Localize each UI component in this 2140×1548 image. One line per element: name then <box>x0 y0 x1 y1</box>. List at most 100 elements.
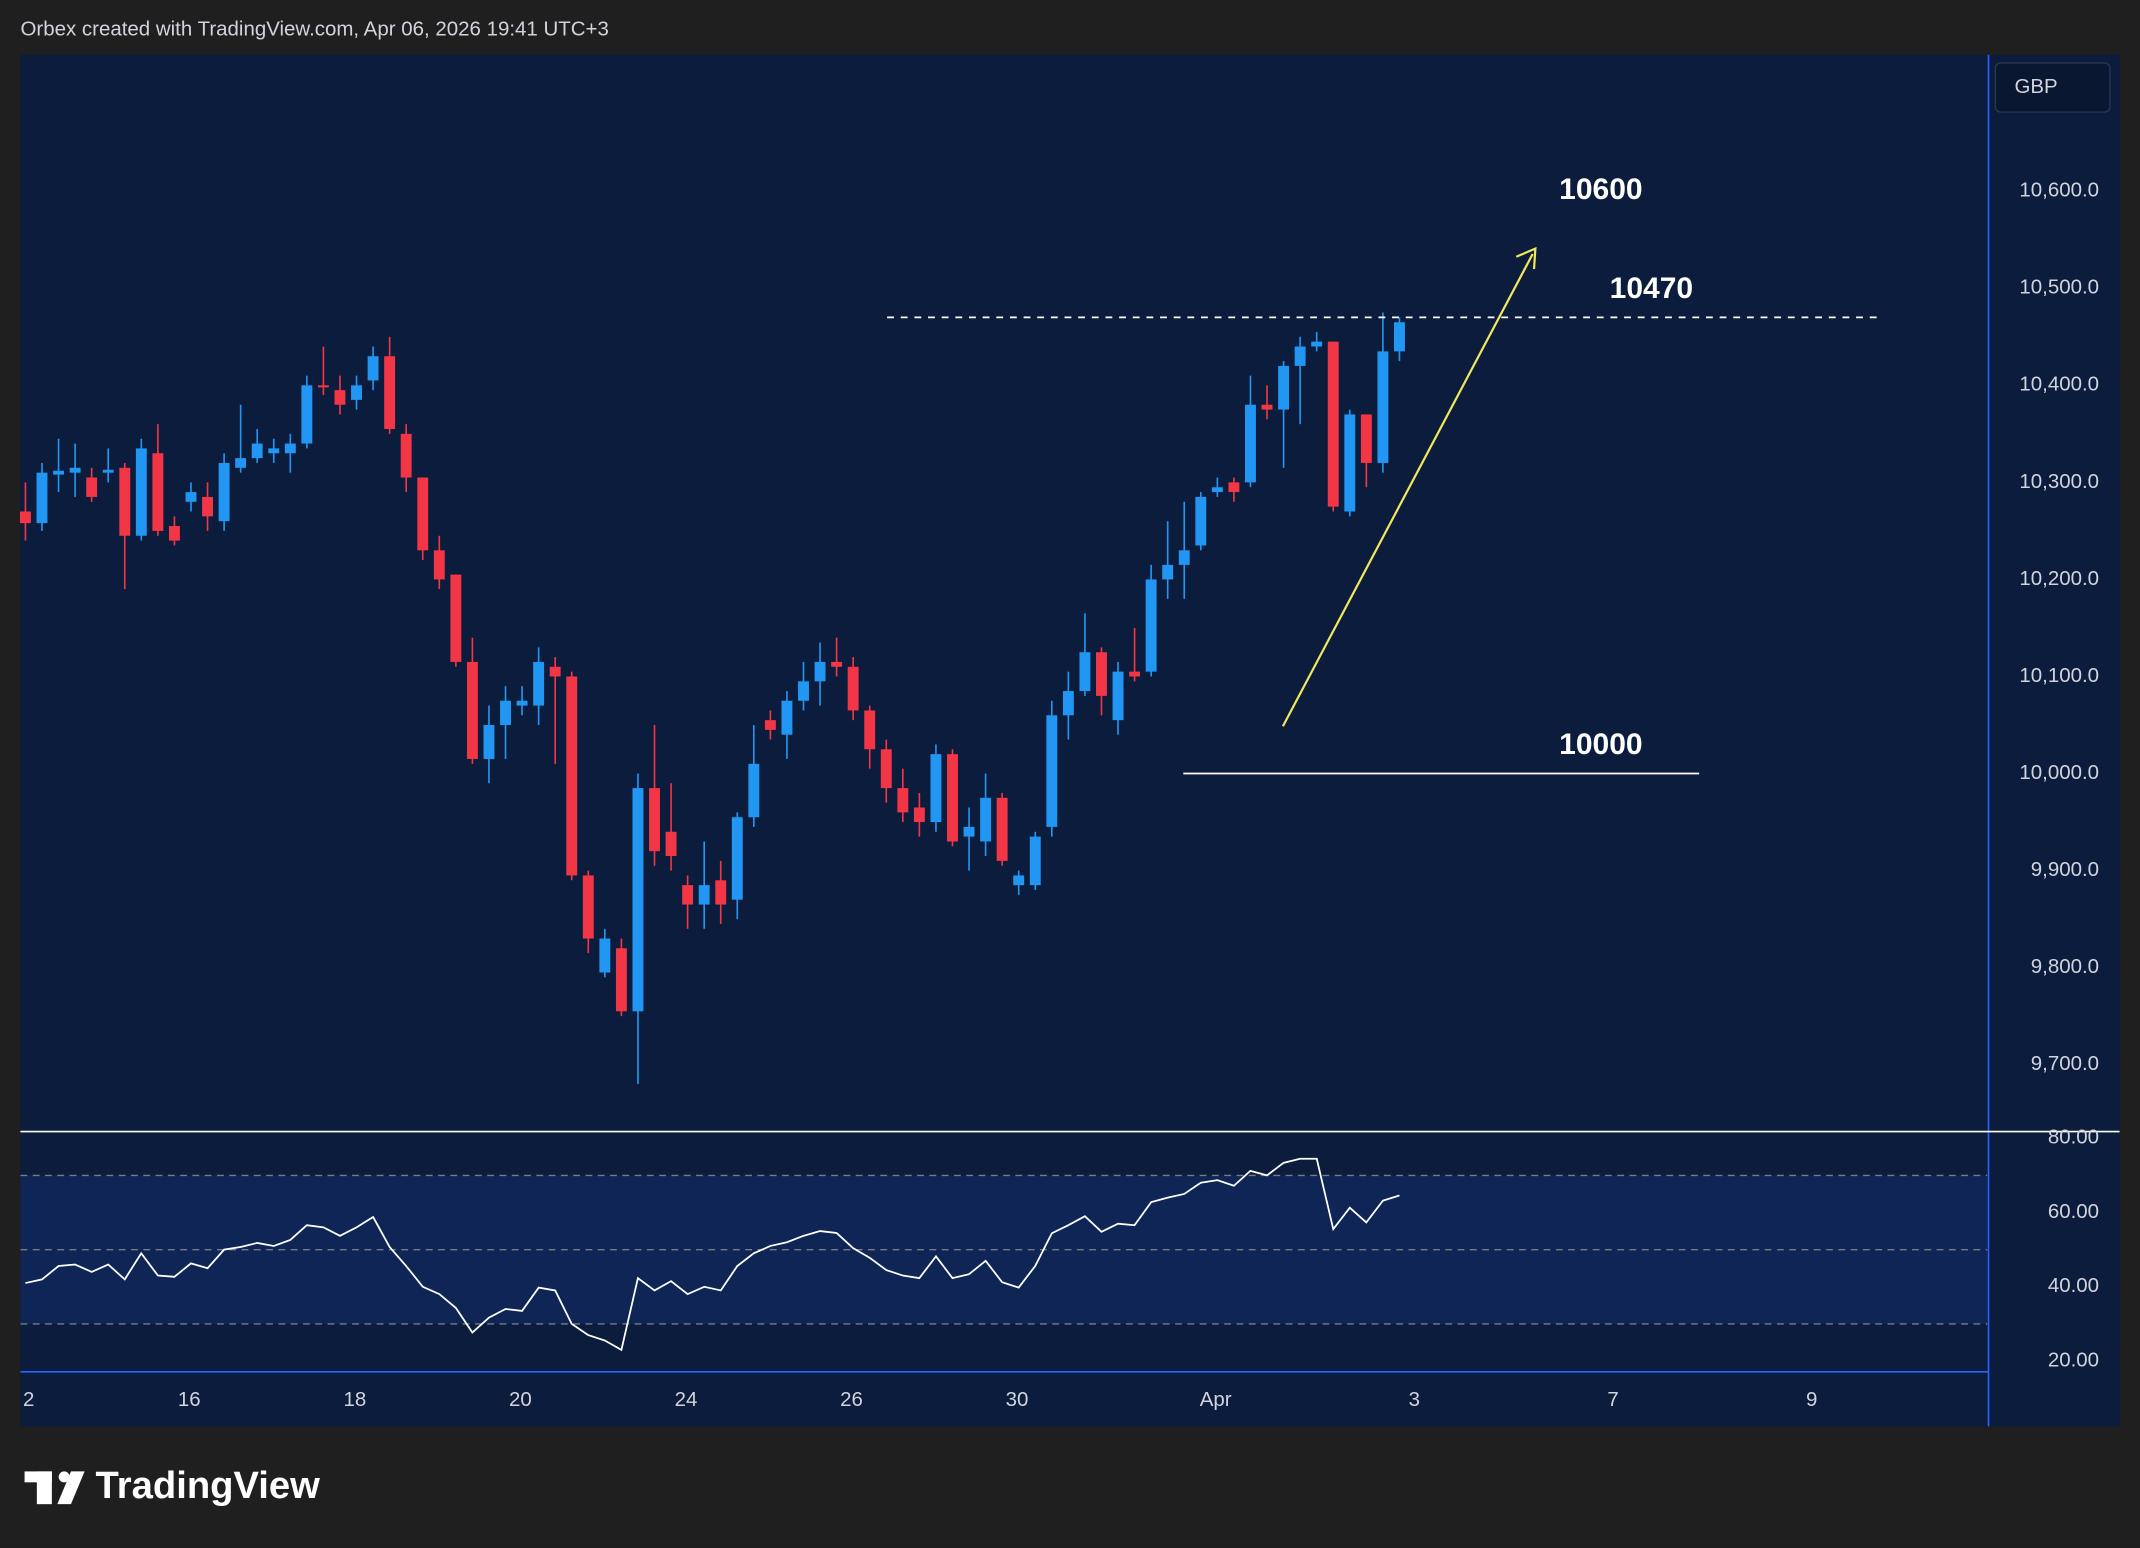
logo-stem <box>36 1471 52 1505</box>
logo-dot <box>58 1471 70 1483</box>
candle-body <box>897 788 909 813</box>
candle-body <box>996 797 1008 861</box>
candle-body <box>682 885 694 905</box>
logo-text: TradingView <box>96 1464 321 1507</box>
candle-body <box>317 385 329 388</box>
chart-pane <box>20 54 2120 1427</box>
arrow-head <box>1515 246 1537 270</box>
candle-body <box>36 472 48 524</box>
candle-body <box>251 443 263 459</box>
candle-body <box>417 477 429 551</box>
candle-body <box>947 754 958 842</box>
candle-body <box>582 875 594 939</box>
candle-body <box>1062 691 1074 716</box>
candle-body <box>152 453 164 531</box>
candle-body <box>632 788 644 1012</box>
x-tick-label: 30 <box>1006 1388 1029 1411</box>
candle-body <box>1029 836 1041 886</box>
candle-body <box>168 526 180 541</box>
candle-body <box>119 467 131 536</box>
candle-body <box>500 700 511 726</box>
candle-body <box>1327 341 1339 507</box>
logo-icon <box>24 1471 85 1505</box>
candle-body <box>1377 351 1389 463</box>
y-tick-label: 10,500.0 <box>2019 276 2099 299</box>
candle-body <box>715 880 727 905</box>
candle-body <box>1294 346 1306 366</box>
x-tick-label: Apr <box>1200 1388 1232 1411</box>
candle-body <box>483 725 495 759</box>
candle-body <box>1079 652 1091 692</box>
candle-body <box>1145 579 1157 672</box>
candle-body <box>466 661 478 759</box>
currency: GBP <box>2014 75 2057 98</box>
currency-box <box>1994 62 2111 113</box>
candle-body <box>913 807 925 823</box>
candle-body <box>1278 365 1290 410</box>
candle-body <box>1178 550 1190 565</box>
level-label: 10470 <box>1610 272 1693 305</box>
candle-body <box>367 356 379 381</box>
candle-body <box>516 700 528 706</box>
x-tick-label: 20 <box>509 1388 532 1411</box>
candle-body <box>599 938 611 973</box>
candle-body <box>1228 482 1240 493</box>
candle-body <box>533 661 545 706</box>
candle-body <box>1245 404 1256 483</box>
candle-body <box>433 550 445 580</box>
candle-body <box>880 749 892 789</box>
y-tick-label: 9,900.0 <box>2031 858 2099 881</box>
candle-body <box>235 458 247 468</box>
y-tick-label: 40.00 <box>2048 1274 2099 1297</box>
candle-body <box>963 826 975 837</box>
candle-body <box>135 448 147 536</box>
arrow <box>1281 253 1534 727</box>
candle-body <box>400 433 412 478</box>
candle-body <box>814 661 826 682</box>
candle-body <box>450 574 462 662</box>
header: Orbex created with TradingView.com, Apr … <box>20 18 608 41</box>
candle-body <box>1129 671 1141 677</box>
y-tick-label: 10,400.0 <box>2019 373 2099 396</box>
x-tick-label: 24 <box>675 1388 698 1411</box>
candle-body <box>351 385 362 400</box>
candle-body <box>665 831 677 857</box>
candle-body <box>781 700 793 735</box>
candle-body <box>86 477 98 497</box>
candle-body <box>1195 496 1207 546</box>
level-label: 10000 <box>1559 728 1642 761</box>
candle-body <box>764 720 776 730</box>
logo-slash <box>57 1471 85 1505</box>
candle-body <box>202 496 213 517</box>
candle-body <box>748 763 760 818</box>
candle-body <box>1261 404 1273 410</box>
candle-body <box>1360 414 1372 463</box>
candle-body <box>1096 652 1107 696</box>
candle-body <box>334 390 346 405</box>
candle-body <box>69 467 81 473</box>
y-tick-label: 10,600.0 <box>2019 179 2099 202</box>
candle-body <box>930 754 942 823</box>
candle-body <box>19 511 31 524</box>
x-tick-label: 9 <box>1806 1388 1817 1411</box>
y-tick-label: 20.00 <box>2048 1348 2099 1371</box>
candle-body <box>731 817 743 900</box>
x-tick-label: 2 <box>23 1388 34 1411</box>
x-tick-label: 3 <box>1409 1388 1420 1411</box>
candle-body <box>1211 487 1223 493</box>
candle-body <box>1311 341 1323 347</box>
x-tick-label: 7 <box>1607 1388 1618 1411</box>
candle-body <box>698 885 710 905</box>
candle-body <box>1013 875 1025 886</box>
y-tick-label: 9,800.0 <box>2031 955 2099 978</box>
y-tick-label: 10,300.0 <box>2019 470 2099 493</box>
candle-body <box>284 443 296 454</box>
x-tick-label: 16 <box>178 1388 201 1411</box>
y-tick-label: 9,700.0 <box>2031 1052 2099 1075</box>
candle-body <box>864 710 876 750</box>
y-tick-label: 60.00 <box>2048 1200 2099 1223</box>
target-label: 10600 <box>1559 173 1642 206</box>
candle-body <box>798 681 809 701</box>
candle-body <box>218 462 230 522</box>
